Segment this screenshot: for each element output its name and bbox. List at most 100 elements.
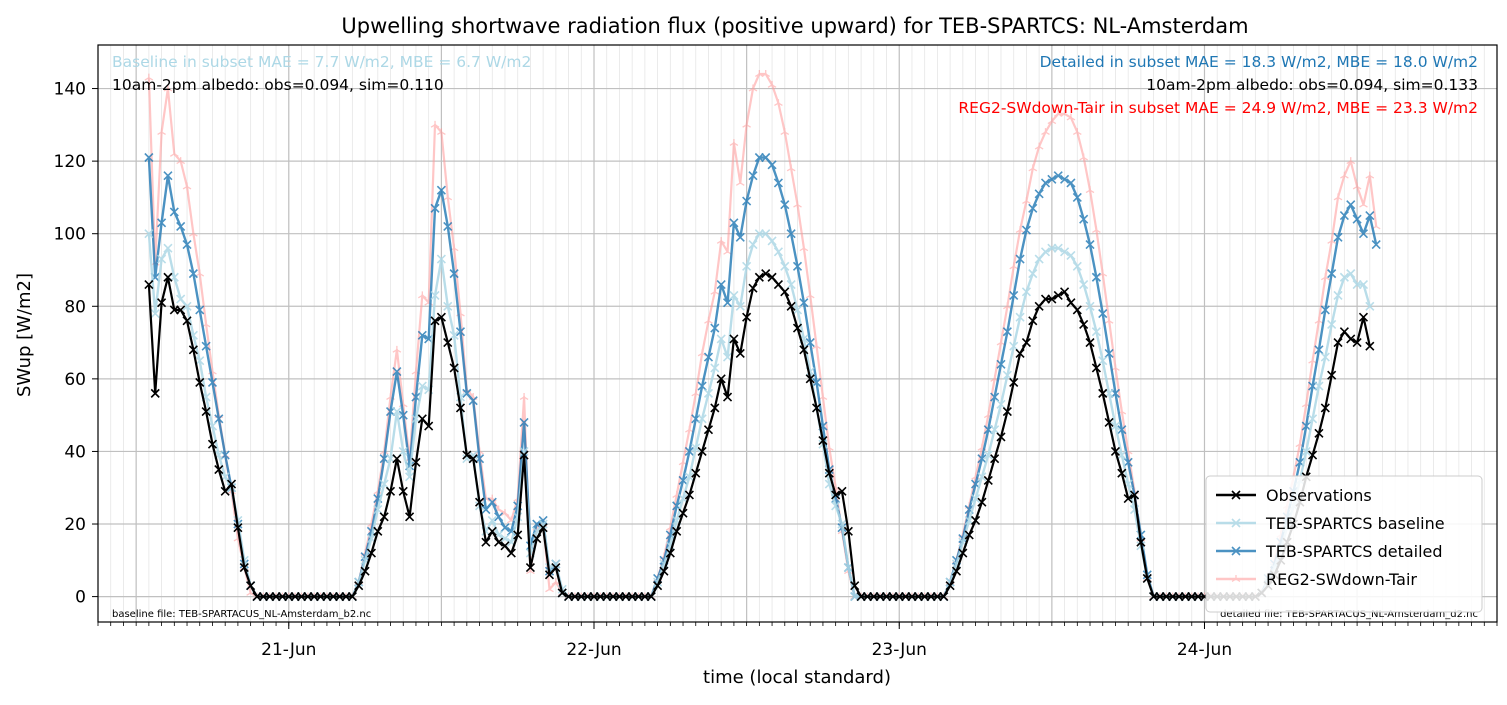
data-point	[1333, 193, 1343, 201]
data-point	[977, 454, 987, 464]
data-point	[793, 200, 802, 208]
data-point	[735, 301, 745, 311]
data-point	[1231, 518, 1241, 528]
legend-swatch	[1216, 518, 1256, 528]
data-point	[411, 457, 421, 467]
data-point	[189, 229, 198, 237]
y-tick-label: 80	[64, 297, 86, 317]
data-point	[557, 588, 567, 598]
data-point	[780, 200, 790, 210]
data-point	[487, 515, 497, 525]
data-point	[551, 563, 561, 573]
data-point	[703, 352, 714, 362]
data-point	[1358, 229, 1369, 239]
data-point	[163, 171, 173, 181]
data-point	[1339, 327, 1349, 337]
data-point	[1079, 279, 1089, 290]
data-point	[519, 393, 529, 400]
data-point	[392, 345, 402, 353]
data-point	[1060, 287, 1070, 297]
data-point	[1002, 327, 1012, 337]
y-axis-label: SWup [W/m2]	[14, 273, 35, 397]
data-point	[525, 563, 535, 573]
data-point	[939, 592, 949, 602]
data-point	[500, 509, 510, 517]
data-point	[430, 120, 440, 128]
data-point	[1040, 178, 1051, 188]
data-point	[1072, 261, 1082, 271]
data-point	[1314, 381, 1324, 391]
data-point	[970, 515, 981, 525]
data-point	[716, 334, 726, 344]
data-point	[417, 291, 427, 299]
data-point	[538, 519, 548, 529]
x-tick-label: 22-Jun	[566, 640, 621, 660]
data-point	[646, 592, 656, 602]
data-point	[1028, 316, 1038, 326]
data-point	[1079, 214, 1089, 224]
data-point	[246, 581, 256, 591]
data-point	[1110, 446, 1121, 457]
data-point	[799, 244, 809, 252]
data-point	[684, 490, 694, 500]
detailed-albedo-annotation: 10am-2pm albedo: obs=0.094, sim=0.133	[1146, 76, 1478, 94]
data-point	[742, 261, 752, 271]
data-point	[792, 261, 803, 271]
data-point	[144, 279, 154, 290]
data-point	[1034, 301, 1044, 311]
data-point	[417, 330, 427, 340]
data-point	[455, 403, 466, 413]
data-point	[1320, 403, 1330, 413]
data-point	[462, 388, 472, 398]
data-point	[1022, 197, 1031, 205]
x-axis-label: time (local standard)	[703, 667, 891, 688]
data-point	[220, 486, 230, 496]
data-point	[1015, 312, 1025, 322]
data-point	[1028, 203, 1038, 213]
data-point	[500, 533, 510, 544]
data-point	[742, 120, 751, 128]
data-point	[379, 479, 389, 489]
data-point	[1098, 308, 1108, 319]
data-point	[697, 381, 707, 391]
data-point	[1060, 109, 1069, 117]
data-point	[1129, 490, 1140, 500]
data-point	[150, 308, 160, 319]
data-point	[1123, 457, 1133, 467]
data-point	[207, 377, 218, 388]
data-point	[1053, 243, 1063, 253]
data-point	[417, 381, 427, 391]
data-point	[729, 290, 739, 300]
data-point	[487, 497, 497, 507]
data-point	[1002, 370, 1012, 380]
data-point	[678, 475, 688, 486]
data-point	[1040, 247, 1051, 257]
data-point	[366, 548, 377, 558]
y-tick-label: 40	[64, 442, 86, 462]
data-point	[1047, 117, 1057, 125]
data-point	[716, 236, 726, 244]
data-point	[1015, 348, 1025, 359]
data-point	[704, 316, 713, 324]
data-point	[1327, 236, 1336, 244]
data-point	[1339, 210, 1349, 221]
data-point	[1340, 171, 1349, 179]
data-point	[805, 338, 815, 348]
data-point	[964, 530, 974, 540]
data-point	[1359, 200, 1368, 208]
data-point	[831, 490, 841, 500]
data-point	[1104, 316, 1114, 324]
data-point	[1365, 171, 1375, 179]
data-point	[1308, 414, 1318, 424]
data-point	[996, 399, 1006, 409]
data-point	[691, 468, 701, 478]
data-point	[1346, 200, 1356, 210]
data-point	[748, 171, 758, 181]
data-point	[703, 425, 714, 435]
data-point	[392, 406, 402, 417]
data-point	[551, 559, 561, 569]
data-point	[824, 468, 834, 478]
data-point	[443, 301, 453, 311]
data-point	[983, 450, 993, 460]
data-point	[176, 157, 186, 165]
